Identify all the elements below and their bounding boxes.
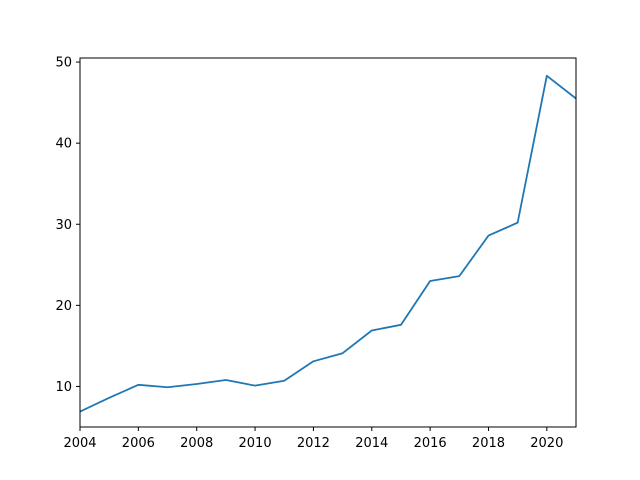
plot-area: [80, 74, 576, 413]
series-line: [80, 74, 576, 413]
y-tick-label: 40: [55, 137, 72, 152]
y-tick-label: 50: [55, 56, 72, 71]
y-tick-label: 10: [55, 380, 72, 395]
x-tick-label: 2014: [355, 436, 388, 451]
x-tick-label: 2020: [530, 436, 563, 451]
y-tick-label: 30: [55, 218, 72, 233]
x-tick-label: 2006: [122, 436, 155, 451]
x-axis: 2004 2006 2008 2010 2012 2014 2016 2018 2020: [63, 427, 563, 451]
x-tick-label: 2016: [414, 436, 447, 451]
x-tick-label: 2012: [297, 436, 330, 451]
x-tick-label: 2018: [472, 436, 505, 451]
plot-frame: [79, 57, 577, 428]
x-tick-label: 2004: [63, 436, 96, 451]
y-axis: 10 20 30 40 50: [55, 56, 80, 395]
x-tick-label: 2010: [239, 436, 272, 451]
y-tick-label: 20: [55, 299, 72, 314]
x-tick-label: 2008: [180, 436, 213, 451]
